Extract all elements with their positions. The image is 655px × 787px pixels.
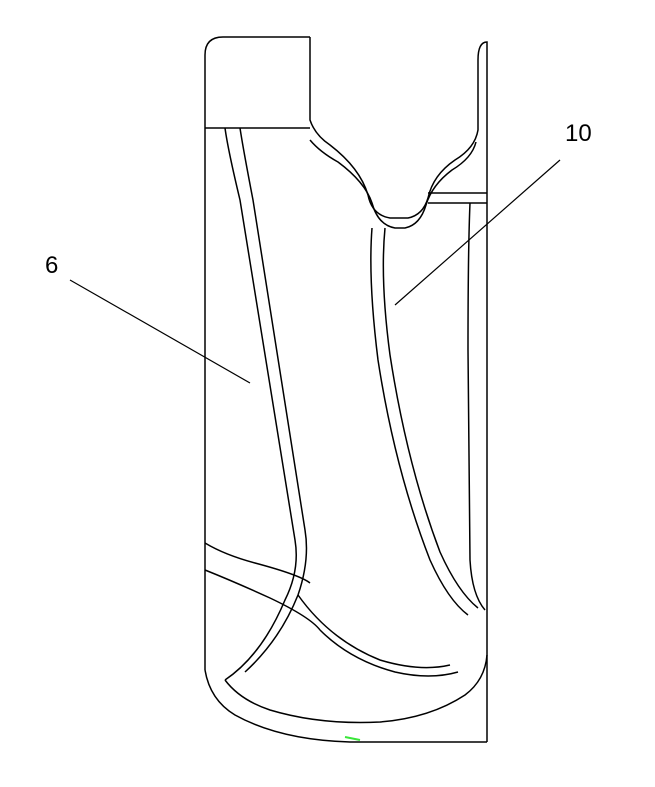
groove-inner-line [310,140,476,228]
upper-groove-profile [310,37,487,250]
callout-10-line [395,160,560,305]
inner-right-profile [371,228,468,615]
callout-6-label: 6 [45,252,58,280]
callout-10-label: 10 [565,120,592,148]
top-left-segment [205,37,310,55]
part-cross-section-svg [0,0,655,782]
inner-left-profile-2 [240,128,306,672]
callout-6-line [70,280,250,383]
lower-mid-curve-2 [320,630,458,676]
inner-right-vertical [468,203,485,610]
inner-right-profile-2 [383,228,478,608]
technical-drawing-container: 6 10 [0,0,655,782]
accent-mark [345,737,360,740]
